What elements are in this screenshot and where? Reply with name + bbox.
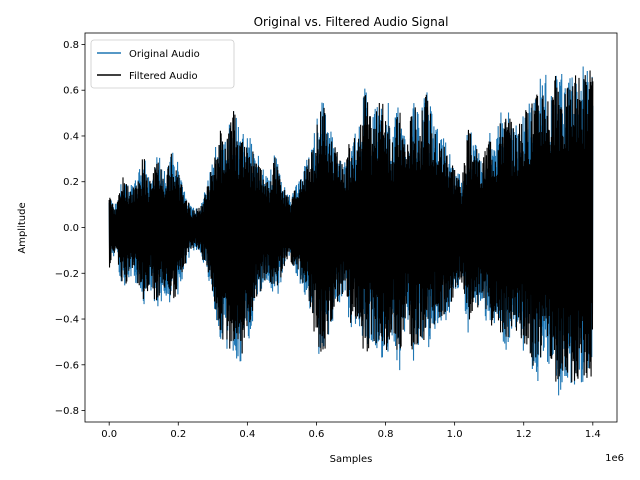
y-tick-label: −0.8 xyxy=(55,406,79,417)
y-tick-label: −0.4 xyxy=(55,315,79,326)
y-axis: −0.8 −0.6 −0.4 −0.2 0.0 0.2 0.4 0.6 0.8 xyxy=(55,40,85,417)
y-tick-label: −0.2 xyxy=(55,269,79,280)
x-tick-label: 1.0 xyxy=(447,429,463,440)
plot-area xyxy=(108,66,594,396)
series-filtered-audio xyxy=(108,70,594,383)
x-tick-label: 1.4 xyxy=(585,429,601,440)
chart-title: Original vs. Filtered Audio Signal xyxy=(254,15,449,29)
y-tick-label: 0.6 xyxy=(63,86,79,97)
y-tick-label: −0.6 xyxy=(55,360,79,371)
legend-label-filtered-audio: Filtered Audio xyxy=(129,71,198,82)
x-tick-label: 0.6 xyxy=(309,429,325,440)
y-tick-label: 0.2 xyxy=(63,177,79,188)
legend-frame xyxy=(90,39,235,89)
legend: Original Audio Filtered Audio xyxy=(90,39,235,89)
x-tick-label: 0.2 xyxy=(170,429,186,440)
y-tick-label: 0.0 xyxy=(63,223,79,234)
x-axis-label: Samples xyxy=(330,454,373,465)
x-tick-label: 0.4 xyxy=(239,429,255,440)
x-axis: 0.0 0.2 0.4 0.6 0.8 1.0 1.2 1.4 xyxy=(101,422,601,440)
legend-label-original-audio: Original Audio xyxy=(129,49,200,60)
x-axis-offset-label: 1e6 xyxy=(605,453,624,464)
y-axis-label: Amplitude xyxy=(17,202,28,253)
y-tick-label: 0.8 xyxy=(63,40,79,51)
y-tick-label: 0.4 xyxy=(63,131,79,142)
x-tick-label: 0.8 xyxy=(378,429,394,440)
x-tick-label: 1.2 xyxy=(516,429,532,440)
filtered-audio-line xyxy=(108,70,594,383)
x-tick-label: 0.0 xyxy=(101,429,117,440)
